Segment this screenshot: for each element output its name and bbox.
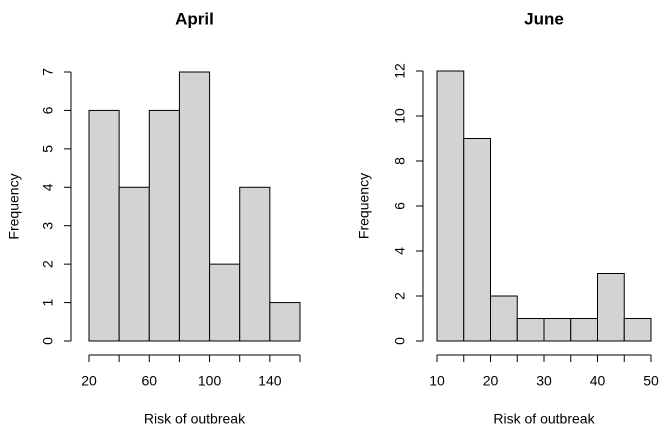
x-tick-label: 100 xyxy=(198,373,222,389)
bar xyxy=(209,263,241,342)
y-tick-label: 0 xyxy=(392,337,408,345)
bar xyxy=(570,318,598,342)
bar xyxy=(597,273,625,342)
y-tick-label: 8 xyxy=(392,157,408,165)
y-tick-label: 0 xyxy=(40,337,56,345)
x-tick-label: 140 xyxy=(258,373,282,389)
x-tick-label: 30 xyxy=(536,373,552,389)
y-tick-label: 7 xyxy=(40,68,56,76)
bar xyxy=(516,318,545,342)
y-tick-label: 6 xyxy=(40,106,56,114)
y-tick-label: 12 xyxy=(392,63,408,79)
y-tick-label: 3 xyxy=(40,222,56,230)
x-tick-label: 10 xyxy=(429,373,445,389)
y-tick-label: 5 xyxy=(40,145,56,153)
y-tick-label: 10 xyxy=(392,108,408,124)
x-tick-label: 60 xyxy=(141,373,157,389)
bar xyxy=(178,71,211,342)
y-tick-label: 4 xyxy=(40,183,56,191)
bar xyxy=(148,109,180,342)
bar xyxy=(239,186,271,342)
bar xyxy=(436,70,465,342)
y-tick-label: 4 xyxy=(392,247,408,255)
y-axis-label: Frequency xyxy=(356,173,372,239)
y-tick-label: 2 xyxy=(392,292,408,300)
x-tick-label: 20 xyxy=(81,373,97,389)
y-tick-label: 2 xyxy=(40,260,56,268)
bar xyxy=(88,109,120,342)
y-axis-label: Frequency xyxy=(6,173,22,239)
y-tick-label: 1 xyxy=(40,298,56,306)
x-axis-label: Risk of outbreak xyxy=(493,411,595,427)
bar xyxy=(490,295,518,342)
bar xyxy=(543,318,572,342)
x-tick-label: 50 xyxy=(643,373,659,389)
bar xyxy=(623,318,652,342)
y-tick-label: 6 xyxy=(392,202,408,210)
chart-title: April xyxy=(175,9,214,28)
bar xyxy=(269,302,301,342)
x-tick-label: 20 xyxy=(483,373,499,389)
bar xyxy=(118,186,150,342)
bar xyxy=(463,138,491,342)
chart-title: June xyxy=(524,9,564,28)
x-axis-label: Risk of outbreak xyxy=(144,411,246,427)
x-tick-label: 40 xyxy=(590,373,606,389)
